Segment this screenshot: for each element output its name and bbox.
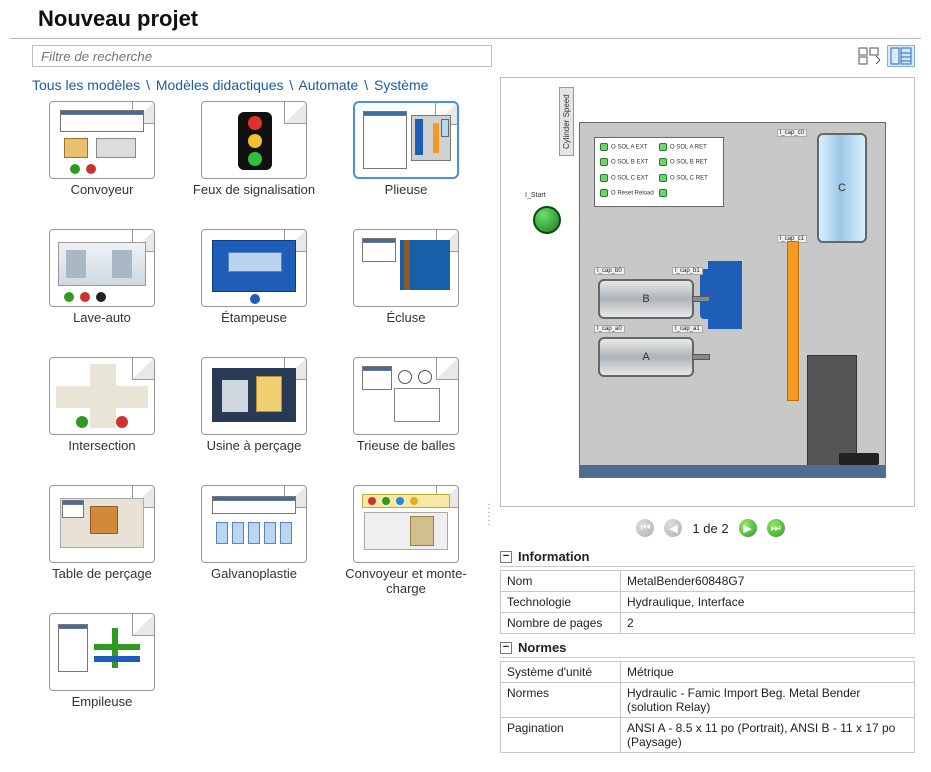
template-thumbnail <box>201 485 307 563</box>
search-input[interactable] <box>32 45 492 67</box>
breadcrumb-item[interactable]: Tous les modèles <box>32 77 140 93</box>
start-button-icon <box>533 206 561 234</box>
foot <box>839 453 879 465</box>
template-label: Usine à perçage <box>184 439 324 469</box>
workpiece <box>787 241 799 401</box>
template-label: Galvanoplastie <box>184 567 324 597</box>
template-label: Plieuse <box>336 183 476 213</box>
template-card[interactable]: Lave-auto <box>32 229 172 341</box>
template-card[interactable]: Table de perçage <box>32 485 172 597</box>
template-thumbnail <box>353 229 459 307</box>
base <box>580 465 885 477</box>
template-card[interactable]: Convoyeur et monte-charge <box>336 485 476 597</box>
template-thumbnail <box>201 229 307 307</box>
template-thumbnail <box>49 613 155 691</box>
splitter[interactable]: ······ <box>488 73 492 757</box>
led-panel: O SOL A EXTO SOL A RET O SOL B EXTO SOL … <box>594 137 724 207</box>
template-label: Table de perçage <box>32 567 172 597</box>
template-thumbnail <box>201 101 307 179</box>
template-label: Lave-auto <box>32 311 172 341</box>
fixture <box>708 261 742 329</box>
template-thumbnail <box>353 485 459 563</box>
info-table: NomMetalBender60848G7 TechnologieHydraul… <box>500 570 915 634</box>
template-card[interactable]: Trieuse de balles <box>336 357 476 469</box>
template-label: Feux de signalisation <box>184 183 324 213</box>
page-first[interactable]: ⏮ <box>636 519 654 537</box>
collapse-info[interactable]: − <box>500 551 512 563</box>
template-card[interactable]: Écluse <box>336 229 476 341</box>
view-details[interactable] <box>887 45 915 67</box>
preview-machine: O SOL A EXTO SOL A RET O SOL B EXTO SOL … <box>579 122 886 478</box>
template-card[interactable]: Empileuse <box>32 613 172 725</box>
template-card[interactable]: Plieuse <box>336 101 476 213</box>
section-title-normes: Normes <box>518 640 566 655</box>
template-card[interactable]: Galvanoplastie <box>184 485 324 597</box>
template-label: Trieuse de balles <box>336 439 476 469</box>
cylinder-b: B <box>598 279 694 319</box>
template-thumbnail <box>49 229 155 307</box>
page-prev[interactable]: ◀ <box>664 519 682 537</box>
divider <box>10 38 921 39</box>
template-label: Intersection <box>32 439 172 469</box>
breadcrumb-item[interactable]: Système <box>374 77 428 93</box>
normes-table: Système d'unitéMétrique NormesHydraulic … <box>500 661 915 753</box>
template-label: Empileuse <box>32 695 172 725</box>
page-indicator: 1 de 2 <box>692 521 728 536</box>
page-title: Nouveau projet <box>38 6 921 32</box>
template-thumbnail <box>353 357 459 435</box>
breadcrumb-item[interactable]: Automate <box>298 77 358 93</box>
page-next[interactable]: ▶ <box>739 519 757 537</box>
view-large-icons[interactable] <box>855 45 883 67</box>
template-label: Convoyeur <box>32 183 172 213</box>
template-thumbnail <box>49 357 155 435</box>
section-title-info: Information <box>518 549 590 564</box>
template-thumbnail <box>201 357 307 435</box>
template-label: Étampeuse <box>184 311 324 341</box>
preview-side-label: Cylinder Speed <box>559 87 574 156</box>
template-card[interactable]: Feux de signalisation <box>184 101 324 213</box>
collapse-normes[interactable]: − <box>500 642 512 654</box>
breadcrumb-item[interactable]: Modèles didactiques <box>156 77 284 93</box>
template-thumbnail <box>353 101 459 179</box>
template-label: Écluse <box>336 311 476 341</box>
template-card[interactable]: Convoyeur <box>32 101 172 213</box>
page-last[interactable]: ⏭ <box>767 519 785 537</box>
pager: ⏮ ◀ 1 de 2 ▶ ⏭ <box>500 519 921 537</box>
template-thumbnail <box>49 101 155 179</box>
template-thumbnail <box>49 485 155 563</box>
breadcrumb: Tous les modèles \ Modèles didactiques \… <box>32 77 480 93</box>
template-card[interactable]: Étampeuse <box>184 229 324 341</box>
template-label: Convoyeur et monte-charge <box>336 567 476 597</box>
cylinder-c: C <box>817 133 867 243</box>
template-card[interactable]: Usine à perçage <box>184 357 324 469</box>
template-card[interactable]: Intersection <box>32 357 172 469</box>
cylinder-a: A <box>598 337 694 377</box>
preview-panel: Cylinder Speed I_Start O SOL A EXTO SOL … <box>500 77 915 507</box>
